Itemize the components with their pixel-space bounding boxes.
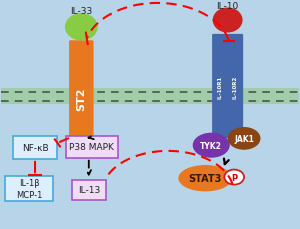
Text: P: P [231, 173, 237, 182]
Text: IL-33: IL-33 [70, 7, 92, 16]
Ellipse shape [178, 165, 232, 192]
Text: ST2: ST2 [76, 87, 86, 111]
FancyBboxPatch shape [13, 137, 57, 159]
Text: IL-10R1: IL-10R1 [218, 75, 223, 98]
FancyBboxPatch shape [69, 41, 94, 157]
FancyBboxPatch shape [72, 180, 106, 200]
Text: TYK2: TYK2 [200, 141, 222, 150]
Text: IL-13: IL-13 [78, 185, 100, 194]
Ellipse shape [213, 8, 243, 33]
Text: IL-1β
MCP-1: IL-1β MCP-1 [16, 179, 42, 199]
Circle shape [224, 170, 244, 185]
FancyBboxPatch shape [5, 176, 53, 201]
Text: NF-κB: NF-κB [22, 143, 48, 152]
Text: STAT3: STAT3 [189, 173, 222, 183]
Ellipse shape [193, 133, 230, 158]
Text: JAK1: JAK1 [234, 134, 254, 143]
Ellipse shape [65, 14, 98, 41]
Text: P38 MAPK: P38 MAPK [69, 143, 114, 152]
Bar [1, 89, 299, 105]
Ellipse shape [228, 128, 260, 150]
Text: IL-10: IL-10 [217, 2, 239, 11]
FancyBboxPatch shape [66, 137, 118, 158]
Text: IL-10R2: IL-10R2 [233, 75, 238, 98]
FancyBboxPatch shape [212, 35, 228, 139]
FancyBboxPatch shape [227, 35, 243, 139]
